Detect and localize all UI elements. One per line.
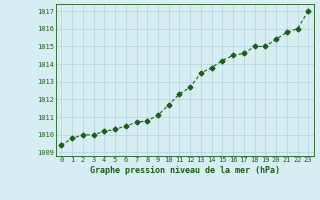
X-axis label: Graphe pression niveau de la mer (hPa): Graphe pression niveau de la mer (hPa) xyxy=(90,166,280,175)
